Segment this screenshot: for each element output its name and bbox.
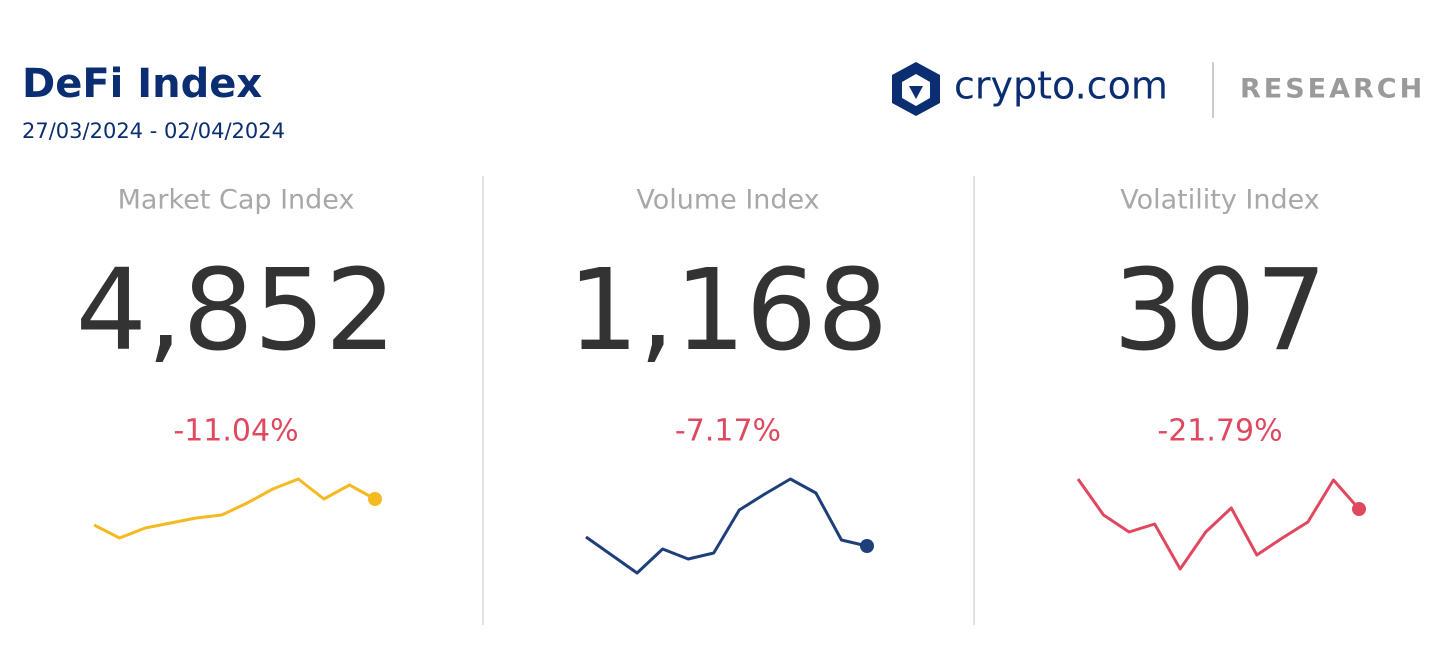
card-label: Market Cap Index [118, 185, 355, 216]
logo-icon-mark [909, 86, 923, 99]
sparkline-end-dot [1352, 502, 1366, 516]
sparkline-end-dot [860, 539, 874, 553]
title: DeFi Index [22, 61, 262, 107]
sparkline [585, 477, 868, 575]
sparkline [1076, 478, 1361, 571]
card-change: -21.79% [1157, 414, 1282, 449]
card-label: Volatility Index [1120, 185, 1320, 216]
card-value: 4,852 [76, 246, 397, 376]
card-change: -11.04% [173, 414, 298, 449]
logo: crypto.com RESEARCH [892, 62, 1425, 118]
logo-brand: crypto.com [954, 64, 1168, 108]
card-value: 307 [1113, 246, 1327, 376]
sparkline [93, 477, 376, 540]
card-change: -7.17% [675, 414, 781, 449]
logo-label: RESEARCH [1240, 74, 1425, 105]
card-value: 1,168 [568, 246, 889, 376]
date-range: 27/03/2024 - 02/04/2024 [22, 119, 285, 143]
sparkline-end-dot [368, 492, 382, 506]
card-label: Volume Index [636, 185, 819, 216]
